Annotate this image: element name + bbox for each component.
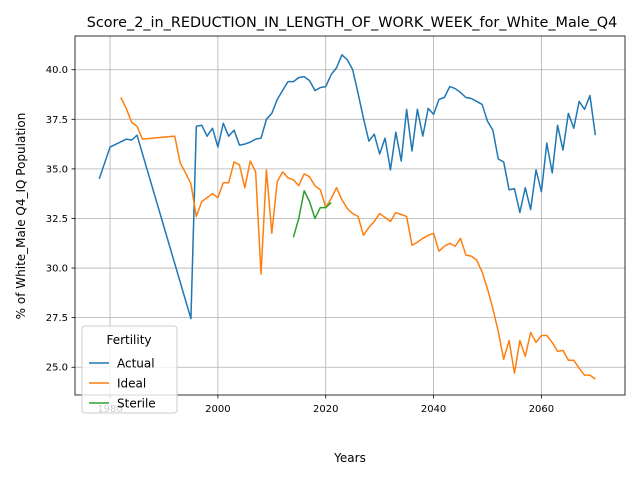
series-line-ideal: [120, 97, 596, 380]
x-axis-label: Years: [333, 451, 366, 465]
y-tick-label: 27.5: [46, 313, 68, 324]
x-tick-label: 2000: [205, 404, 230, 415]
chart-title: Score_2_in_REDUCTION_IN_LENGTH_OF_WORK_W…: [87, 15, 618, 31]
legend-label-ideal: Ideal: [117, 377, 146, 391]
y-tick-label: 25.0: [46, 363, 68, 374]
y-tick-label: 40.0: [46, 65, 68, 76]
legend-box: [81, 325, 178, 414]
legend-title: Fertility: [106, 333, 151, 347]
y-tick-label: 37.5: [46, 115, 68, 126]
legend-label-sterile: Sterile: [117, 397, 156, 411]
x-tick-label: 2060: [529, 404, 554, 415]
y-tick-label: 32.5: [46, 214, 68, 225]
y-axis-label: % of White_Male Q4_IQ Population: [14, 113, 28, 320]
legend: Fertility Actual Ideal Sterile: [81, 325, 178, 414]
series-group: [98, 54, 597, 380]
y-tick-label: 30.0: [46, 264, 68, 275]
series-line-sterile: [292, 189, 332, 238]
y-axis: 25.0 27.5 30.0 32.5 35.0 37.5 40.0: [46, 65, 75, 374]
x-tick-label: 2040: [421, 404, 446, 415]
y-tick-label: 35.0: [46, 164, 68, 175]
legend-items: Actual Ideal Sterile: [89, 357, 156, 411]
plot-frame: [74, 35, 626, 396]
legend-label-actual: Actual: [117, 357, 155, 371]
series-line-actual: [98, 54, 597, 320]
x-tick-label: 2020: [313, 404, 338, 415]
grid: [75, 36, 625, 395]
